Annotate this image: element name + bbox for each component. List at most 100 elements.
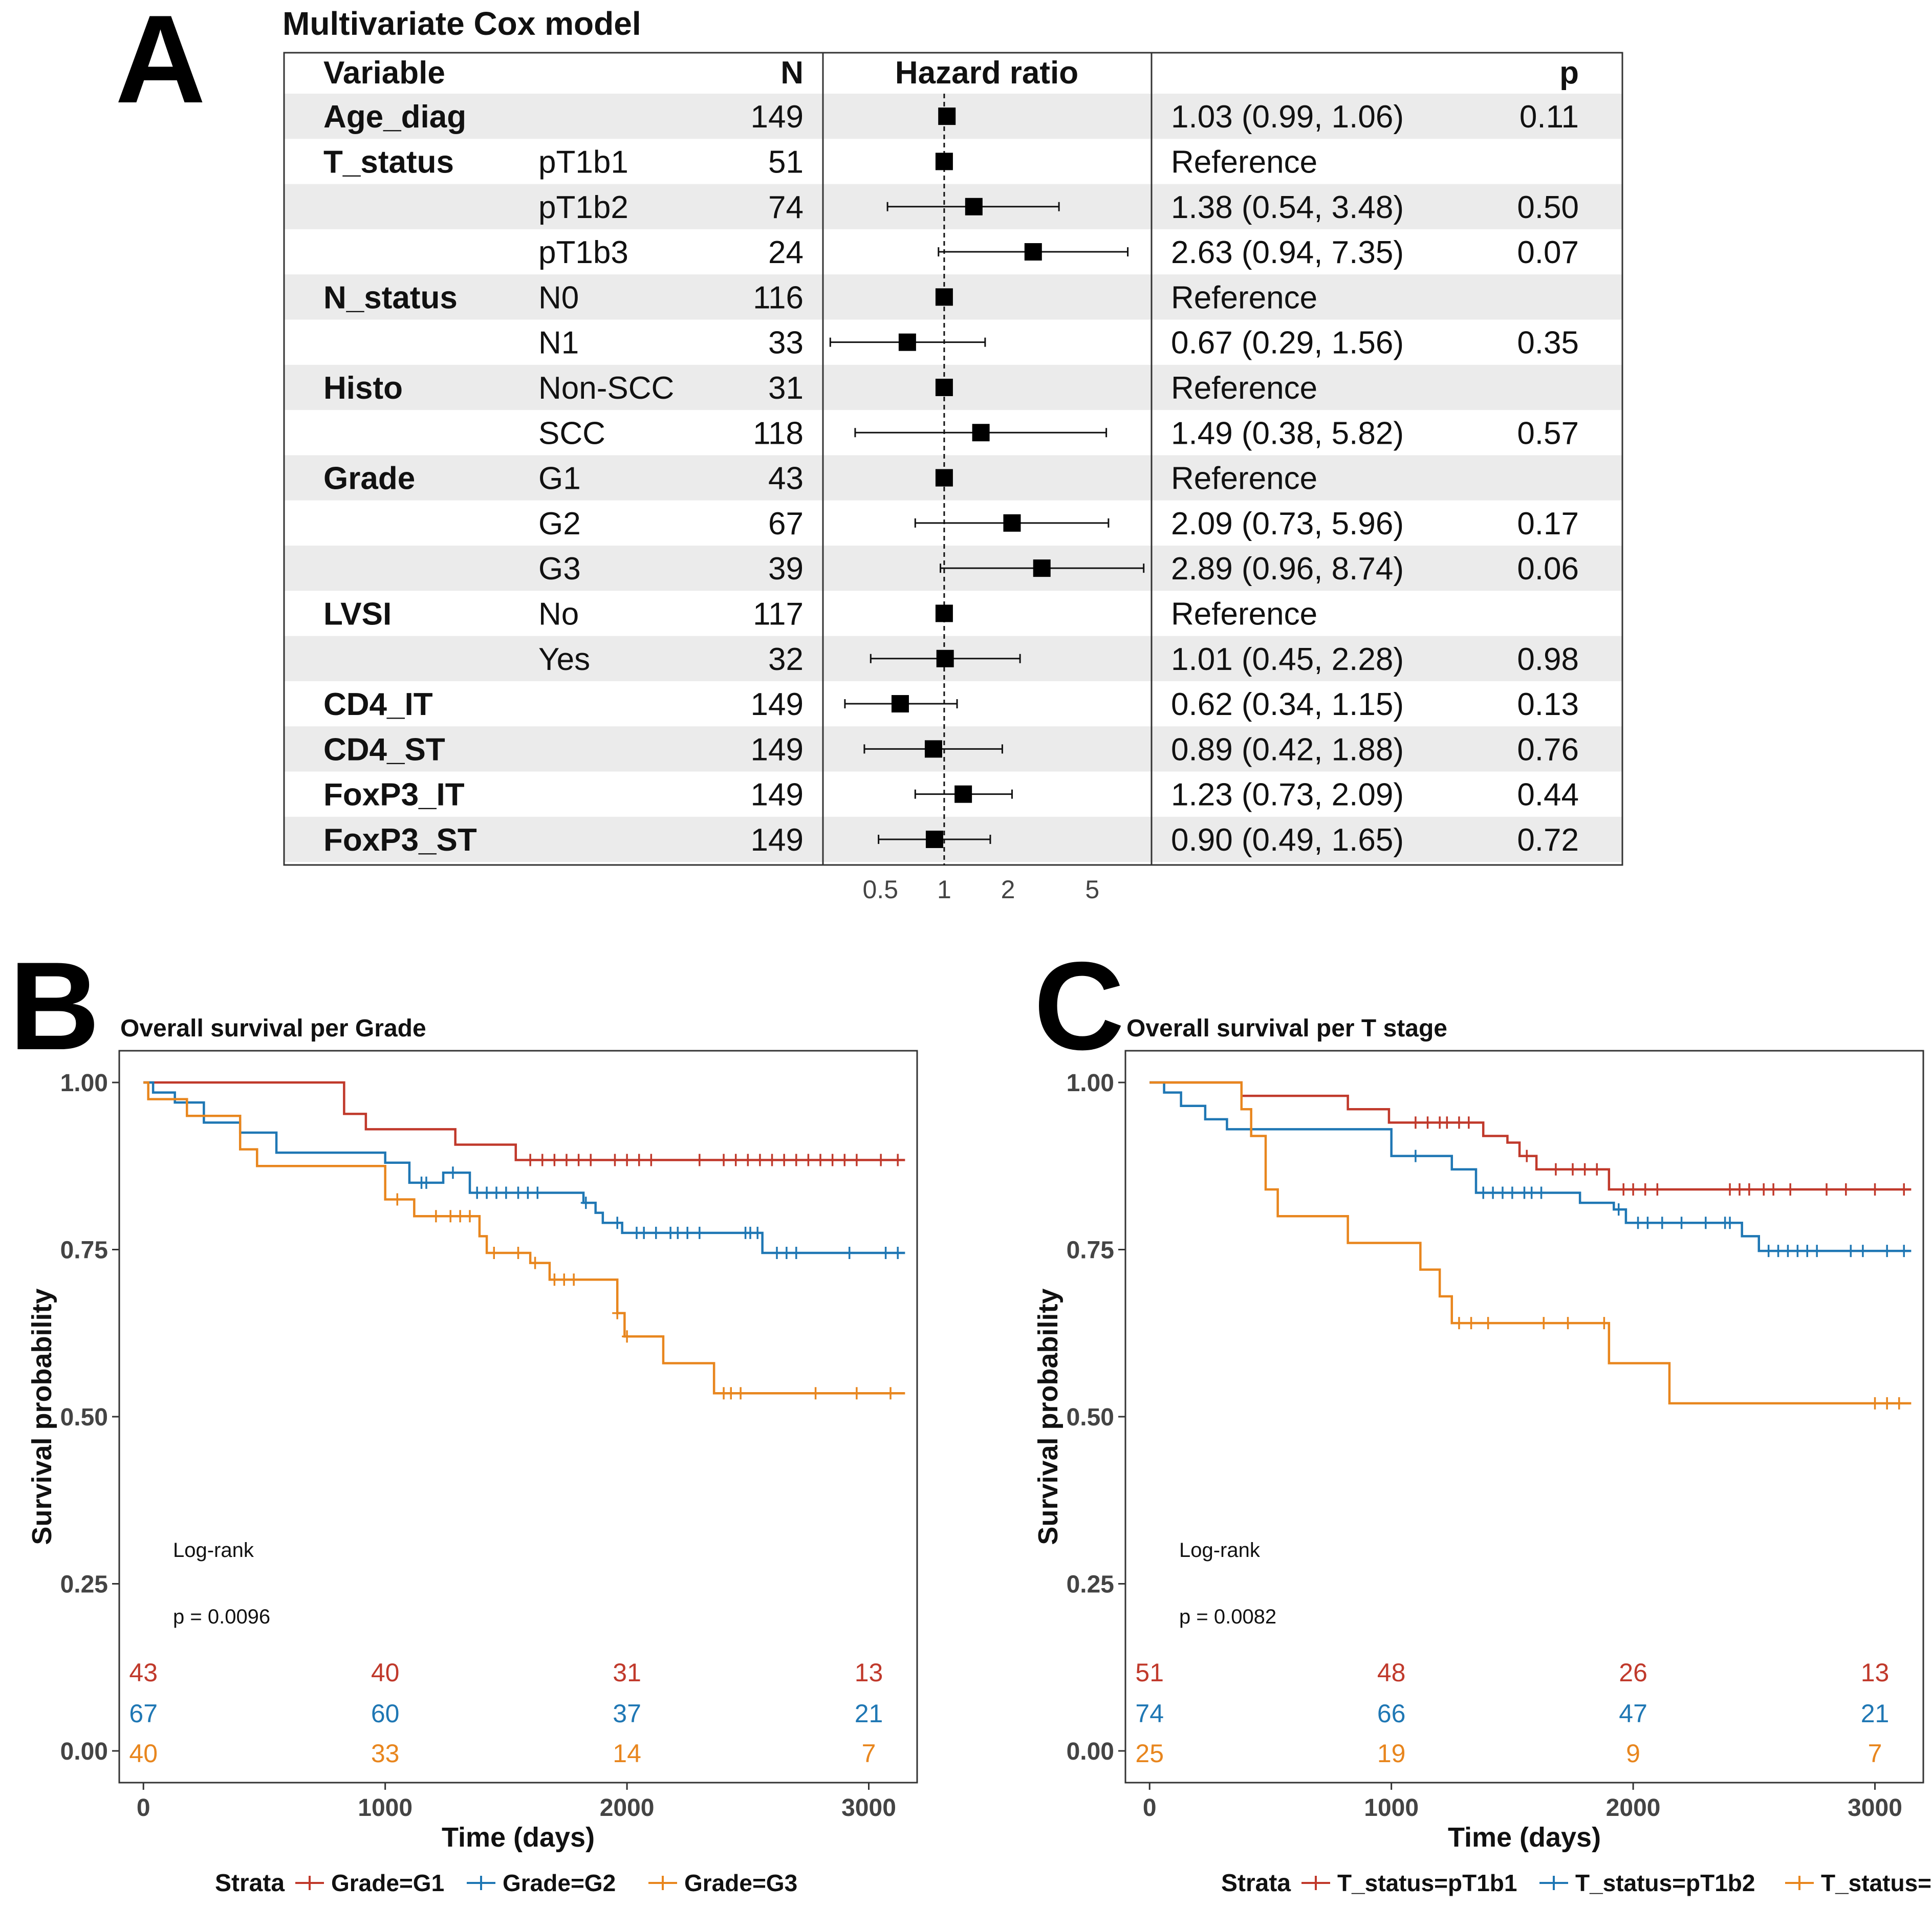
censor-mark [1466,1317,1477,1330]
censor-mark [1763,1245,1774,1258]
survival-curve-3 [1149,1081,1912,1405]
row-p-value: 0.07 [1517,235,1579,270]
censor-mark [726,1387,736,1400]
censor-mark [1734,1183,1745,1196]
row-level: N0 [538,280,579,315]
at-risk-count: 21 [855,1699,883,1728]
at-risk-count: 7 [862,1739,876,1768]
censor-mark [465,1210,475,1223]
row-variable: Age_diag [323,99,466,135]
censor-mark [694,1226,705,1239]
forest-plot: Variable N Hazard ratio p Age_diag 149 1.03 (0… [283,52,1623,904]
row-estimate-ci: Reference [1171,461,1317,496]
plot-frame [1124,1050,1924,1784]
censor-mark [876,1154,886,1166]
at-risk-count: 31 [613,1658,641,1687]
y-tick-label: 1.00 [60,1070,108,1097]
hazard-ratio-point [1033,559,1051,577]
censor-mark [1488,1186,1499,1199]
censor-mark [482,1186,492,1199]
censor-mark [634,1154,644,1166]
x-tick-label: 3000 [841,1794,896,1822]
censor-mark [1882,1397,1893,1410]
y-tick-label: 0.25 [60,1571,108,1598]
censor-mark [1463,1116,1474,1129]
row-p-value: 0.98 [1517,642,1579,677]
censor-mark [612,1307,623,1319]
row-level: Yes [538,642,590,677]
legend-key [1301,1876,1330,1890]
censor-mark [1599,1317,1610,1330]
row-variable: LVSI [323,596,392,632]
row-estimate-ci: 0.67 (0.29, 1.56) [1171,326,1404,361]
legend-key [1539,1876,1568,1890]
censor-mark [622,1330,633,1343]
row-estimate-ci: 1.49 (0.38, 5.82) [1171,416,1404,451]
censor-mark [1768,1183,1779,1196]
legend-label: T_status=pT1b1 [1337,1870,1517,1896]
row-level: G1 [538,461,581,496]
censor-mark [1562,1317,1573,1330]
censor-mark [532,1186,543,1199]
row-n: 117 [753,596,804,632]
row-estimate-ci: Reference [1171,280,1317,315]
legend-title: Strata [215,1870,285,1897]
x-axis-label: Time (days) [442,1822,595,1853]
censor-mark [827,1154,838,1166]
hr-axis-tick-label: 5 [1085,875,1099,904]
censor-mark [1410,1116,1421,1129]
at-risk-count: 21 [1861,1699,1890,1728]
row-estimate-ci: Reference [1171,144,1317,180]
censor-mark [1802,1245,1813,1258]
header-hazard-ratio: Hazard ratio [895,55,1078,91]
row-stripe [284,274,1622,320]
row-n: 116 [753,280,804,315]
row-variable: FoxP3_ST [323,822,477,858]
censor-mark [1899,1245,1909,1258]
chart-title: Overall survival per Grade [120,1015,426,1042]
header-p: p [1559,55,1579,91]
row-n: 39 [768,551,804,587]
row-n: 149 [751,822,804,858]
row-estimate-ci: 1.38 (0.54, 3.48) [1171,190,1404,225]
row-level: N1 [538,326,579,361]
log-rank-label: Log-rank [1179,1539,1261,1562]
censor-mark [1642,1217,1653,1229]
hazard-ratio-point [965,198,983,215]
row-level: Non-SCC [538,371,674,406]
censor-mark [1497,1186,1508,1199]
censor-mark [650,1226,661,1239]
censor-mark [612,1217,623,1229]
panel-label-a: A [115,0,206,129]
hr-axis-tick-label: 1 [937,875,951,904]
row-n: 149 [751,99,804,135]
row-stripe [284,455,1622,501]
at-risk-count: 26 [1619,1658,1647,1687]
censor-mark [622,1154,633,1166]
panel-label-b: B [9,936,100,1076]
y-axis-label: Survival probability [1033,1288,1063,1545]
y-tick-label: 0.75 [1067,1237,1114,1264]
censor-mark [771,1247,782,1260]
row-variable: N_status [323,280,458,315]
row-estimate-ci: 2.89 (0.96, 8.74) [1171,551,1404,587]
hazard-ratio-point [898,333,916,351]
at-risk-count: 33 [371,1739,400,1768]
y-tick-label: 1.00 [1067,1070,1114,1097]
row-n: 51 [768,144,804,180]
hazard-ratio-point [891,695,909,713]
censor-mark [445,1210,456,1223]
censor-mark [754,1154,765,1166]
censor-mark [1882,1245,1893,1258]
at-risk-count: 7 [1868,1739,1882,1768]
censor-mark [1857,1245,1868,1258]
hazard-ratio-point [935,153,953,170]
hazard-ratio-point [925,830,943,848]
x-tick-label: 0 [137,1794,150,1822]
row-p-value: 0.11 [1519,99,1579,135]
forest-title: Multivariate Cox model [283,5,641,42]
censor-mark [735,1387,746,1400]
row-estimate-ci: 0.89 (0.42, 1.88) [1171,732,1404,767]
row-variable: Grade [323,461,415,496]
censor-mark [455,1210,466,1223]
